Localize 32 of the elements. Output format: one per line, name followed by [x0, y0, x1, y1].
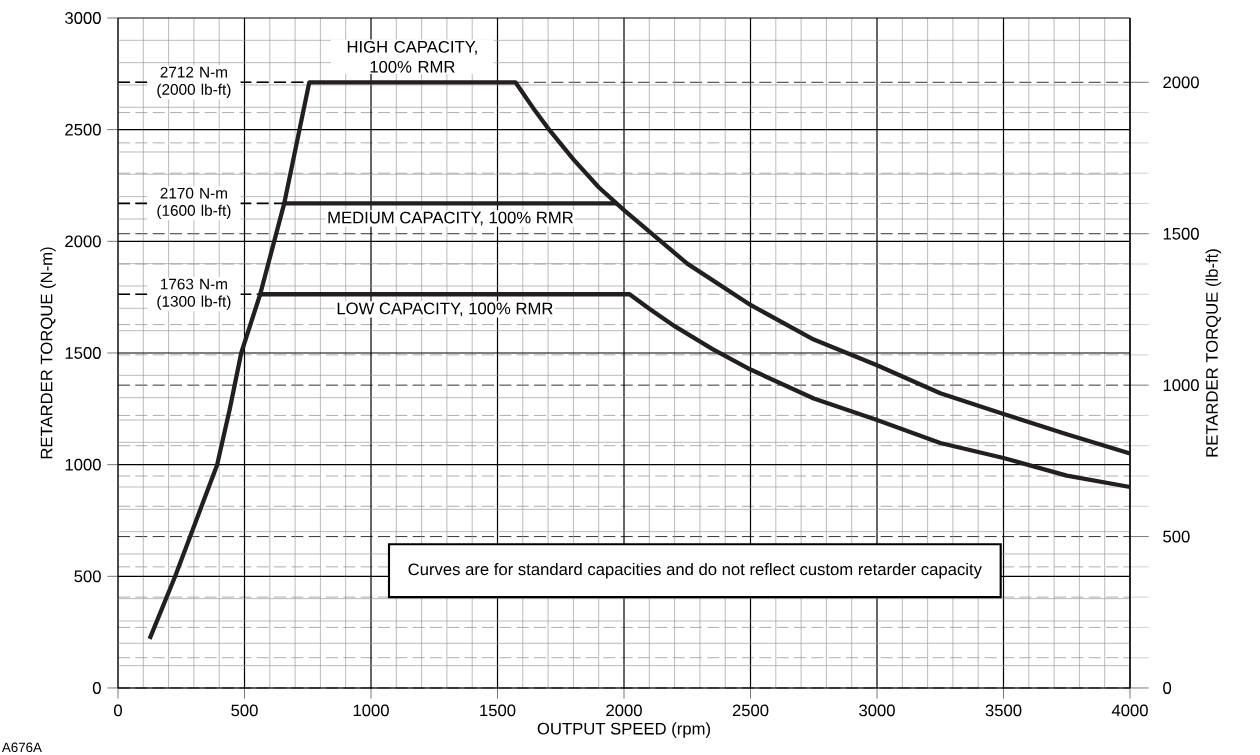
x-tick-label: 3500 [985, 704, 1022, 717]
y2-tick-label: 0 [1163, 682, 1172, 694]
x-tick-label: 500 [231, 704, 258, 717]
ref-line-label: 1763 N-m (1300 lb-ft) [157, 278, 231, 310]
x-tick-label: 4000 [1111, 704, 1148, 717]
y2-tick-label: 1000 [1163, 379, 1199, 392]
y-tick-label: 2000 [65, 235, 101, 248]
x-tick-label: 1000 [353, 704, 389, 717]
x-axis-title: OUTPUT SPEED (rpm) [537, 722, 710, 738]
y2-axis-title: RETARDER TORQUE (lb-ft) [1205, 249, 1222, 457]
x-tick-label: 2500 [732, 704, 769, 717]
ref-line-label: 2170 N-m (1600 lb-ft) [157, 187, 231, 219]
y-axis-title: RETARDER TORQUE (N-m) [40, 247, 56, 459]
y-tick-label: 0 [92, 682, 101, 694]
x-tick-label: 3000 [859, 704, 895, 717]
series-label: LOW CAPACITY, 100% RMR [337, 302, 553, 317]
x-tick-label: 2000 [606, 704, 642, 717]
y-tick-label: 2500 [65, 123, 101, 136]
y-tick-label: 500 [74, 570, 101, 583]
y2-tick-label: 2000 [1163, 76, 1199, 89]
series-label: MEDIUM CAPACITY, 100% RMR [328, 211, 573, 226]
y-tick-label: 1500 [65, 347, 101, 359]
y-tick-label: 1000 [65, 458, 101, 471]
y-tick-label: 3000 [65, 12, 101, 24]
x-tick-label: 0 [114, 704, 122, 717]
x-tick-label: 1500 [480, 704, 516, 717]
annotation: Curves are for standard capacities and do not reflect custom retarder capacity [408, 562, 982, 579]
y2-tick-label: 1500 [1163, 227, 1199, 240]
series-label: HIGH CAPACITY, 100% RMR [347, 40, 477, 73]
text: A676A [1, 742, 42, 753]
y2-tick-label: 500 [1163, 530, 1190, 543]
ref-line-label: 2712 N-m (2000 lb-ft) [157, 66, 231, 98]
